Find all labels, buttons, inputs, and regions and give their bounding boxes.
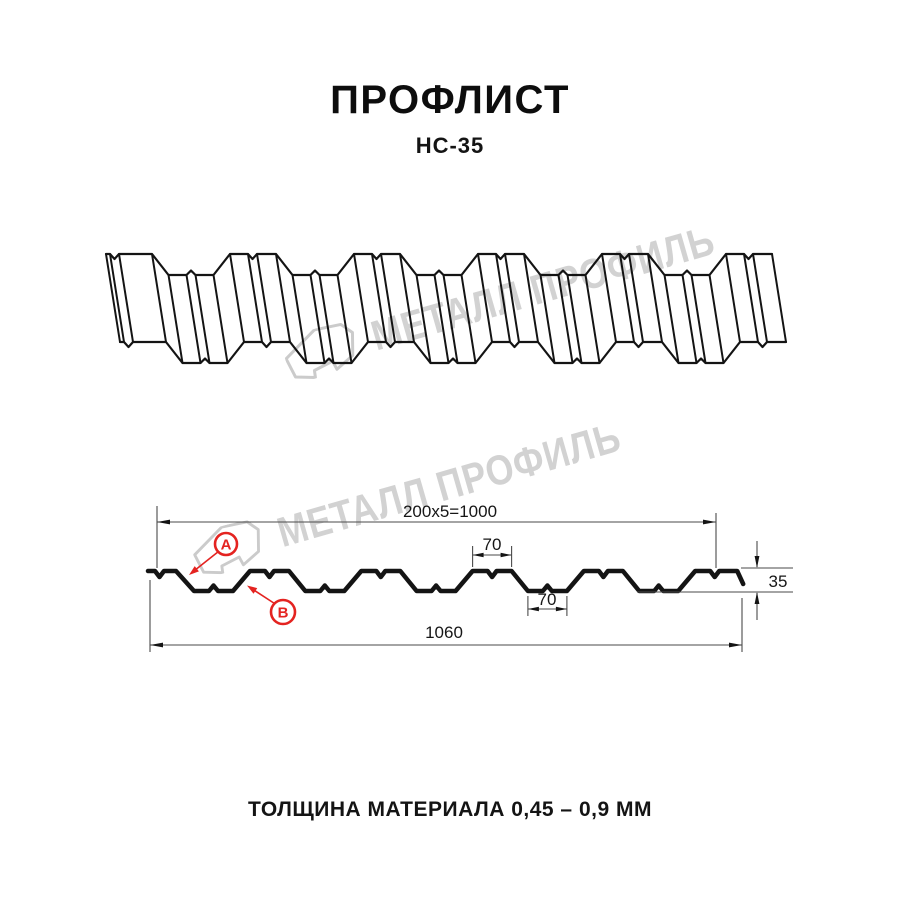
profile-3d-view	[104, 252, 788, 365]
dimension-lines	[149, 506, 793, 652]
profile-cross-section	[145, 568, 746, 594]
dim-height-label: 35	[769, 572, 788, 591]
page-title: ПРОФЛИСТ	[330, 78, 570, 122]
dim-pitch-label: 200x5=1000	[403, 502, 497, 521]
thickness-note: ТОЛЩИНА МАТЕРИАЛА 0,45 – 0,9 ММ	[248, 798, 652, 821]
dim-rib-bottom-label: 70	[538, 590, 557, 609]
profile-model: НС-35	[415, 133, 485, 158]
marker-b-label: B	[278, 605, 289, 622]
watermark: МЕТАЛЛ ПРОФИЛЬ	[187, 396, 686, 581]
dim-rib-top-label: 70	[483, 535, 502, 554]
callout-markers	[189, 531, 297, 626]
metall-profil-logo-icon	[284, 322, 355, 379]
watermark-text: МЕТАЛЛ ПРОФИЛЬ	[365, 216, 720, 360]
marker-a-label: A	[221, 537, 232, 554]
watermark: МЕТАЛЛ ПРОФИЛЬ	[279, 199, 780, 385]
watermark-text: МЕТАЛЛ ПРОФИЛЬ	[271, 412, 627, 556]
dim-width-label: 1060	[425, 623, 463, 642]
metall-profil-logo-icon	[193, 520, 260, 575]
